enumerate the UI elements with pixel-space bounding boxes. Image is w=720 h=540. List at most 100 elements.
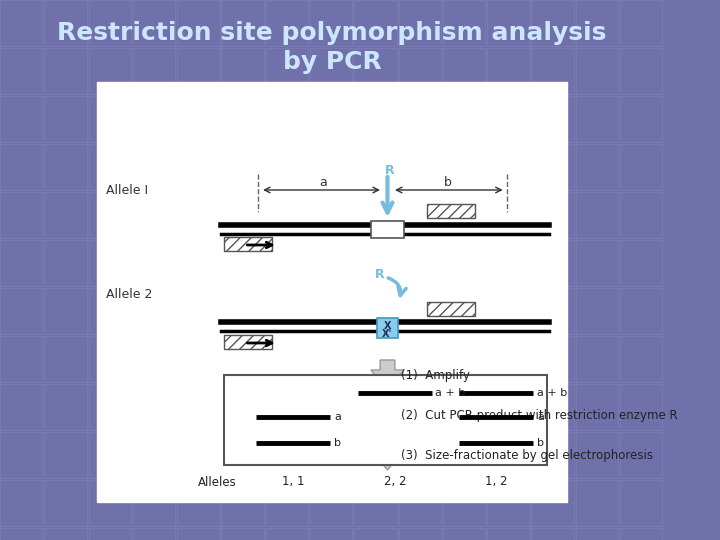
Bar (224, 237, 272, 251)
Bar (133, 384, 175, 430)
Bar (89, 384, 131, 430)
Bar (531, 432, 574, 478)
Bar (266, 96, 308, 142)
Bar (576, 384, 618, 430)
Bar (89, 240, 131, 286)
Bar (443, 240, 485, 286)
Text: a: a (334, 412, 341, 422)
Bar (45, 336, 86, 382)
Bar (0, 48, 42, 94)
Bar (487, 0, 529, 46)
Bar (620, 240, 662, 286)
Bar (576, 144, 618, 190)
Text: (3)  Size-fractionate by gel electrophoresis: (3) Size-fractionate by gel electrophore… (401, 449, 653, 462)
Bar (399, 48, 441, 94)
Text: 1, 2: 1, 2 (485, 476, 508, 489)
Bar (177, 0, 220, 46)
Bar (399, 480, 441, 526)
Bar (354, 288, 397, 334)
Text: 2, 2: 2, 2 (384, 476, 406, 489)
Bar (89, 48, 131, 94)
Bar (399, 144, 441, 190)
Bar (443, 432, 485, 478)
Bar (0, 240, 42, 286)
Text: a + b: a + b (436, 388, 466, 398)
Bar (0, 0, 42, 46)
Bar (0, 192, 42, 238)
Text: b: b (537, 438, 544, 448)
Bar (266, 432, 308, 478)
Text: Alleles: Alleles (198, 476, 237, 489)
Bar (45, 144, 86, 190)
Text: b: b (444, 177, 451, 190)
Bar (310, 432, 352, 478)
Polygon shape (371, 440, 404, 470)
Bar (310, 0, 352, 46)
Bar (427, 204, 475, 218)
Bar (0, 528, 42, 540)
Bar (133, 240, 175, 286)
Bar (531, 240, 574, 286)
Bar (399, 192, 441, 238)
Bar (487, 432, 529, 478)
Bar (443, 528, 485, 540)
Text: X: X (384, 321, 391, 331)
Bar (354, 336, 397, 382)
Bar (266, 336, 308, 382)
Bar (177, 240, 220, 286)
Bar (89, 336, 131, 382)
Bar (399, 0, 441, 46)
Bar (0, 336, 42, 382)
Bar (0, 96, 42, 142)
Bar (576, 432, 618, 478)
Bar (487, 480, 529, 526)
Bar (310, 336, 352, 382)
Bar (443, 192, 485, 238)
Bar (266, 480, 308, 526)
Text: R: R (375, 268, 385, 281)
Bar (133, 288, 175, 334)
Bar (576, 0, 618, 46)
Bar (0, 432, 42, 478)
Bar (399, 96, 441, 142)
Bar (177, 480, 220, 526)
Bar (89, 288, 131, 334)
Text: b: b (334, 438, 341, 448)
Bar (177, 336, 220, 382)
Bar (310, 528, 352, 540)
Bar (266, 144, 308, 190)
Bar (377, 318, 397, 338)
Bar (576, 240, 618, 286)
Bar (133, 336, 175, 382)
Bar (620, 384, 662, 430)
Text: a: a (537, 412, 544, 422)
Bar (371, 221, 404, 238)
Bar (310, 96, 352, 142)
Bar (0, 480, 42, 526)
Bar (443, 336, 485, 382)
Bar (266, 192, 308, 238)
Bar (487, 528, 529, 540)
Bar (399, 240, 441, 286)
Bar (310, 288, 352, 334)
Bar (487, 96, 529, 142)
Bar (133, 0, 175, 46)
Bar (620, 480, 662, 526)
Bar (89, 96, 131, 142)
Bar (443, 0, 485, 46)
Bar (310, 192, 352, 238)
Bar (443, 144, 485, 190)
Bar (310, 144, 352, 190)
Bar (222, 240, 264, 286)
Bar (354, 0, 397, 46)
Bar (266, 528, 308, 540)
Bar (177, 48, 220, 94)
Text: X': X' (382, 329, 392, 339)
Bar (531, 288, 574, 334)
Text: a + b: a + b (537, 388, 567, 398)
Bar (45, 96, 86, 142)
Bar (310, 480, 352, 526)
Bar (443, 96, 485, 142)
Bar (0, 384, 42, 430)
Bar (133, 48, 175, 94)
